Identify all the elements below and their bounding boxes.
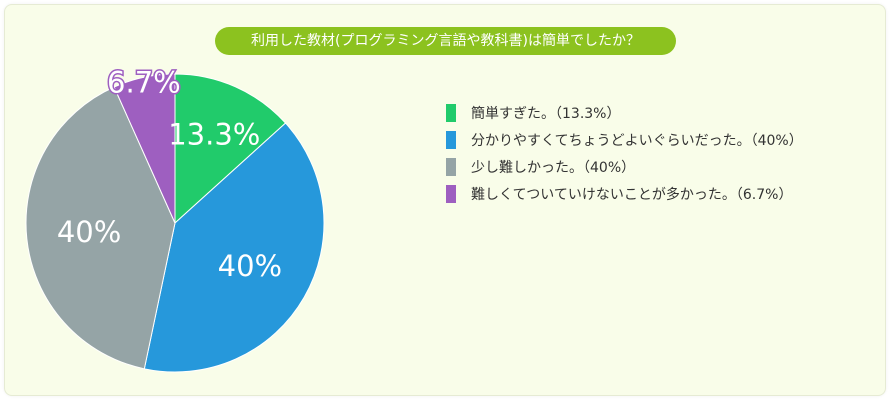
legend-item-4[interactable]: 難しくてついていけないことが多かった。（6.7%）: [446, 185, 803, 203]
pie-labels: 13.3% 40% 40% 6.7%: [57, 64, 282, 283]
legend-label: 分かりやすくてちょうどよいぐらいだった。（40%）: [471, 133, 803, 149]
legend-swatch: [446, 185, 456, 203]
pie-slice-4[interactable]: [113, 73, 176, 224]
slice-data-label-2: 40%: [218, 249, 282, 283]
legend-swatch: [446, 131, 456, 149]
pie-slices: [25, 73, 325, 373]
legend-item-1[interactable]: 簡単すぎた。（13.3%）: [446, 104, 803, 122]
pie-slice-3[interactable]: [25, 86, 176, 370]
legend-label: 簡単すぎた。（13.3%）: [471, 106, 621, 122]
legend-label: 難しくてついていけないことが多かった。（6.7%）: [471, 187, 793, 203]
legend-swatch: [446, 104, 456, 122]
legend-item-3[interactable]: 少し難しかった。（40%）: [446, 158, 803, 176]
pie-slice-1[interactable]: [174, 73, 287, 225]
chart-legend: 簡単すぎた。（13.3%） 分かりやすくてちょうどよいぐらいだった。（40%） 少し…: [446, 104, 803, 212]
legend-label: 少し難しかった。（40%）: [471, 160, 636, 176]
slice-data-label-4: 6.7%: [107, 65, 181, 99]
chart-title: 利用した教材(プログラミング言語や教科書)は簡単でしたか？: [215, 27, 676, 55]
legend-item-2[interactable]: 分かりやすくてちょうどよいぐらいだった。（40%）: [446, 131, 803, 149]
legend-swatch: [446, 158, 456, 176]
slice-data-label-3: 40%: [57, 215, 121, 249]
pie-slice-2[interactable]: [143, 122, 325, 373]
slice-data-label-1: 13.3%: [168, 118, 260, 152]
